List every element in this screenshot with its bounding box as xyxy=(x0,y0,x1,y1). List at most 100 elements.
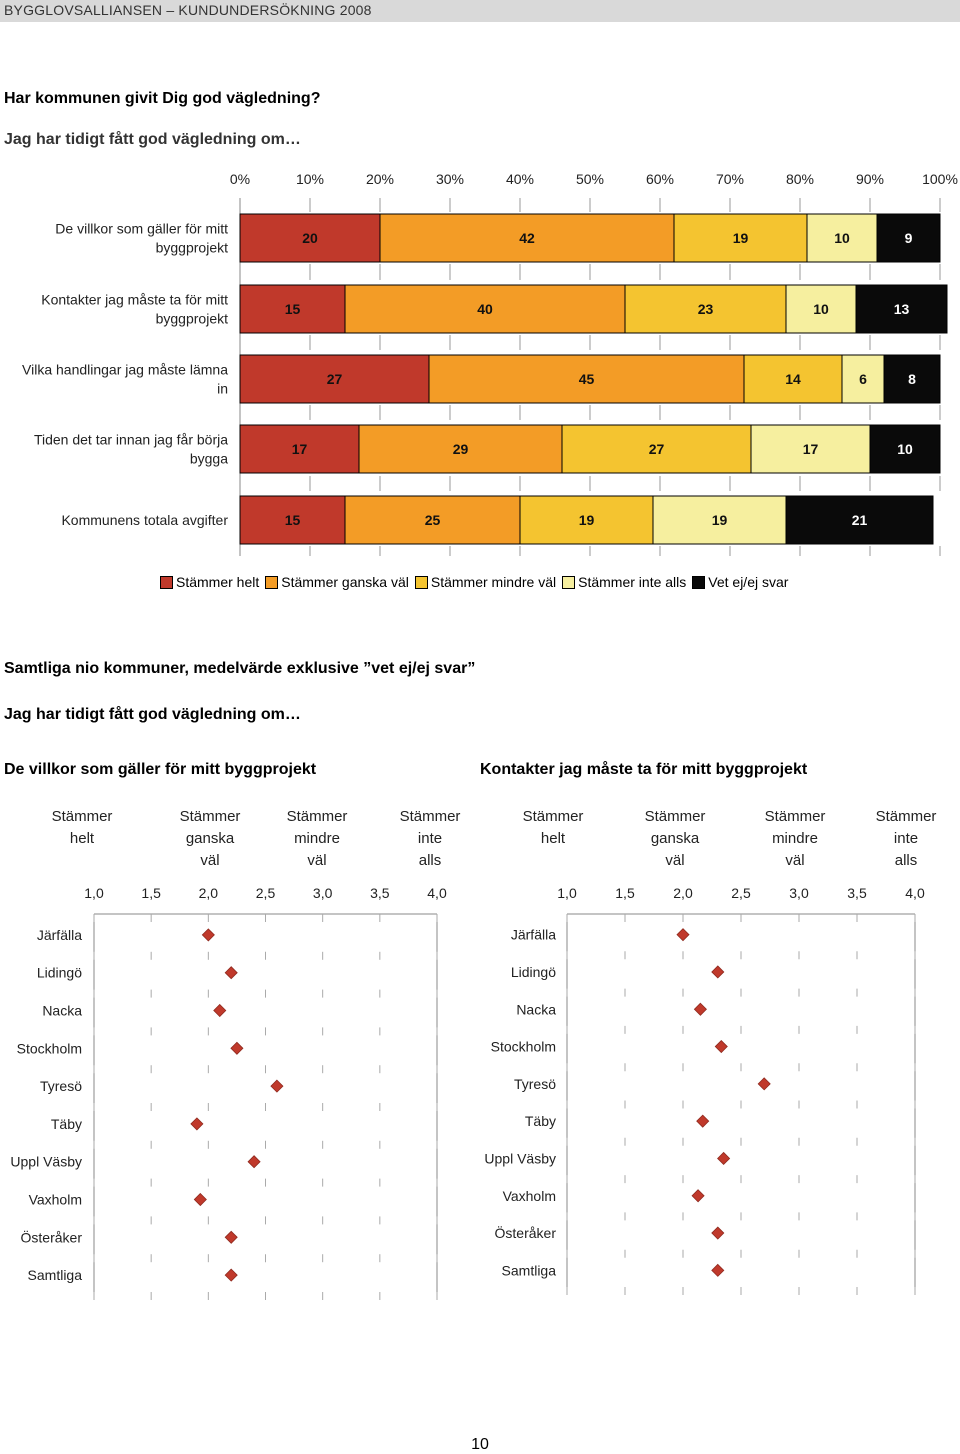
x-tick-label: 1,5 xyxy=(615,885,635,901)
category-label: Järfälla xyxy=(37,927,82,943)
bar-segment xyxy=(743,354,843,404)
scale-label: helt xyxy=(70,830,95,847)
category-label: Lidingö xyxy=(37,965,82,981)
x-tick-label: 4,0 xyxy=(427,885,447,901)
data-point xyxy=(193,1192,207,1207)
data-label: 19 xyxy=(712,512,728,528)
x-tick-label: 0% xyxy=(230,171,250,187)
stacked-bar-chart: 0% 10% 20% 30% 40% 50% 60% 70% 80% 90% 100% De vill… xyxy=(22,171,958,556)
bar-segment xyxy=(239,284,346,334)
data-label: 25 xyxy=(425,512,441,528)
data-point xyxy=(691,1189,705,1203)
category-label: bygga xyxy=(190,451,228,467)
scale-label: mindre xyxy=(772,830,818,847)
x-tick-label: 20% xyxy=(366,171,394,187)
scale-label: väl xyxy=(307,852,326,869)
legend-label: Stämmer ganska väl xyxy=(281,574,409,590)
data-label: 17 xyxy=(292,441,308,457)
bar-segment xyxy=(750,424,871,474)
category-label: Österåker xyxy=(21,1228,83,1245)
data-label: 42 xyxy=(519,230,535,246)
category-label: Samtliga xyxy=(28,1267,83,1283)
x-tick-label: 1,0 xyxy=(84,885,104,901)
scale-label: Stämmer xyxy=(52,808,113,825)
bar-segment xyxy=(624,284,787,334)
category-label: Vaxholm xyxy=(503,1188,556,1204)
data-label: 27 xyxy=(649,441,665,457)
x-tick-label: 90% xyxy=(856,171,884,187)
dot-chart-kontakter: Stämmer helt Stämmer ganska väl Stämmer mindre… xyxy=(484,808,936,1295)
category-label: Täby xyxy=(525,1113,556,1129)
data-point xyxy=(224,966,238,980)
x-tick-label: 3,5 xyxy=(847,885,867,901)
question-title: Har kommunen givit Dig god vägledning? xyxy=(4,90,321,107)
bar-segment xyxy=(358,424,563,474)
x-tick-label: 10% xyxy=(296,171,324,187)
data-point xyxy=(190,1117,204,1131)
data-label: 9 xyxy=(905,230,913,246)
legend-item: Vet ej/ej svar xyxy=(692,574,788,590)
category-label: Österåker xyxy=(495,1224,557,1241)
bar-segment xyxy=(841,354,885,404)
category-label: Tyresö xyxy=(40,1078,82,1094)
data-label: 14 xyxy=(785,371,801,387)
scale-label: väl xyxy=(785,852,804,869)
report-header: BYGGLOVSALLIANSEN – KUNDUNDERSÖKNING 200… xyxy=(4,2,372,18)
data-label: 40 xyxy=(477,301,493,317)
category-label: Stockholm xyxy=(17,1040,82,1056)
data-label: 23 xyxy=(698,301,714,317)
legend-label: Stämmer helt xyxy=(176,574,260,590)
data-label: 6 xyxy=(859,371,867,387)
category-label: Vaxholm xyxy=(29,1192,82,1208)
bar-segment xyxy=(785,495,934,545)
category-label: byggprojekt xyxy=(156,311,228,327)
data-point xyxy=(693,1002,707,1016)
scale-label: helt xyxy=(541,830,566,847)
category-label: Samtliga xyxy=(502,1262,557,1278)
bar-segment xyxy=(806,213,878,263)
page-number: 10 xyxy=(471,1436,489,1453)
scale-label: Stämmer xyxy=(287,808,348,825)
scale-label: Stämmer xyxy=(180,808,241,825)
scale-label: Stämmer xyxy=(400,808,461,825)
category-label: Vilka handlingar jag måste lämna xyxy=(22,362,228,378)
category-label: Tiden det tar innan jag får börja xyxy=(34,432,228,448)
data-label: 13 xyxy=(894,301,910,317)
data-point xyxy=(676,928,690,942)
legend-swatch xyxy=(414,575,428,589)
x-tick-label: 1,0 xyxy=(557,885,577,901)
category-label: Järfälla xyxy=(511,927,556,943)
chart1-subtitle: Jag har tidigt fått god vägledning om… xyxy=(4,131,301,148)
x-tick-label: 80% xyxy=(786,171,814,187)
legend-item: Stämmer helt xyxy=(160,574,259,590)
data-label: 29 xyxy=(453,441,469,457)
x-tick-label: 60% xyxy=(646,171,674,187)
category-label: Täby xyxy=(51,1116,82,1132)
category-label: Stockholm xyxy=(491,1039,556,1055)
data-label: 45 xyxy=(579,371,595,387)
bar-segment xyxy=(652,495,787,545)
bar-segment xyxy=(785,284,857,334)
x-tick-label: 1,5 xyxy=(141,885,161,901)
x-tick-label: 2,0 xyxy=(199,885,219,901)
data-label: 8 xyxy=(908,371,916,387)
legend-item: Stämmer inte alls xyxy=(562,574,686,590)
x-tick-label: 30% xyxy=(436,171,464,187)
data-point xyxy=(201,928,215,942)
legend-label: Stämmer inte alls xyxy=(578,574,687,590)
scale-label: Stämmer xyxy=(523,808,584,825)
data-label: 17 xyxy=(803,441,819,457)
data-point xyxy=(224,1230,238,1244)
data-point xyxy=(711,1226,725,1240)
data-point xyxy=(711,1263,725,1277)
legend-label: Vet ej/ej svar xyxy=(708,574,789,590)
bar-segment xyxy=(239,495,346,545)
header-bar xyxy=(0,0,960,22)
data-point xyxy=(213,1003,227,1018)
x-tick-label: 100% xyxy=(922,171,958,187)
x-tick-label: 2,0 xyxy=(673,885,693,901)
bar-segment xyxy=(673,213,808,263)
bar-segment xyxy=(876,213,941,263)
data-point xyxy=(230,1041,244,1055)
category-label: Lidingö xyxy=(511,964,556,980)
